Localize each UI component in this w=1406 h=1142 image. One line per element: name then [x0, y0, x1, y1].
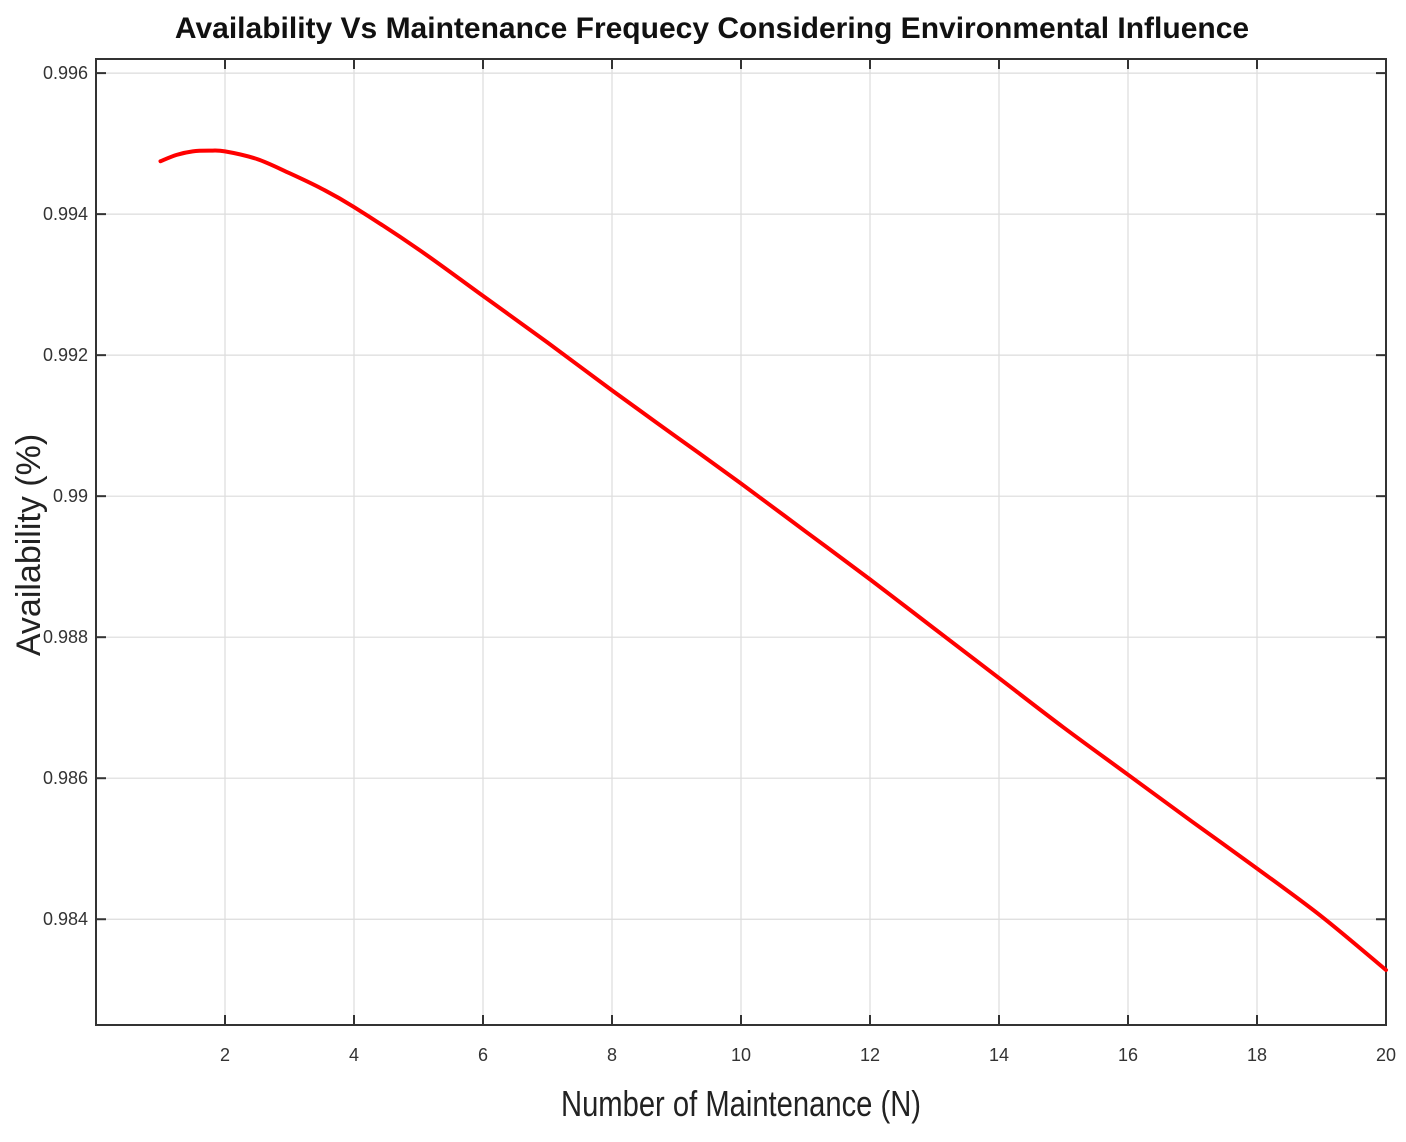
- x-tick-label: 2: [220, 1045, 230, 1065]
- x-tick-label: 6: [478, 1045, 488, 1065]
- y-tick-label: 0.994: [43, 204, 88, 224]
- x-tick-label: 8: [607, 1045, 617, 1065]
- x-tick-label: 20: [1376, 1045, 1396, 1065]
- y-tick-label: 0.996: [43, 63, 88, 83]
- x-tick-label: 14: [989, 1045, 1009, 1065]
- y-tick-label: 0.99: [53, 486, 88, 506]
- x-tick-label: 10: [731, 1045, 751, 1065]
- chart-title: Availability Vs Maintenance Frequecy Con…: [175, 12, 1249, 45]
- axis-ticks: 2 4 6 8 10 12 14 16 18 20 0.984 0.986 0.988 0.99 0.992…: [43, 59, 1396, 1065]
- x-tick-label: 4: [349, 1045, 359, 1065]
- y-tick-label: 0.988: [43, 627, 88, 647]
- x-tick-label: 16: [1118, 1045, 1138, 1065]
- y-tick-label: 0.992: [43, 345, 88, 365]
- x-tick-label: 18: [1247, 1045, 1267, 1065]
- grid: [96, 59, 1386, 1025]
- x-tick-label: 12: [860, 1045, 880, 1065]
- series-layer: [158, 148, 1388, 972]
- y-axis-label: Availability (%): [10, 434, 48, 656]
- y-tick-label: 0.986: [43, 768, 88, 788]
- x-axis-label: Number of Maintenance (N): [561, 1083, 921, 1124]
- availability-line-series: [158, 148, 1388, 972]
- y-tick-label: 0.984: [43, 909, 88, 929]
